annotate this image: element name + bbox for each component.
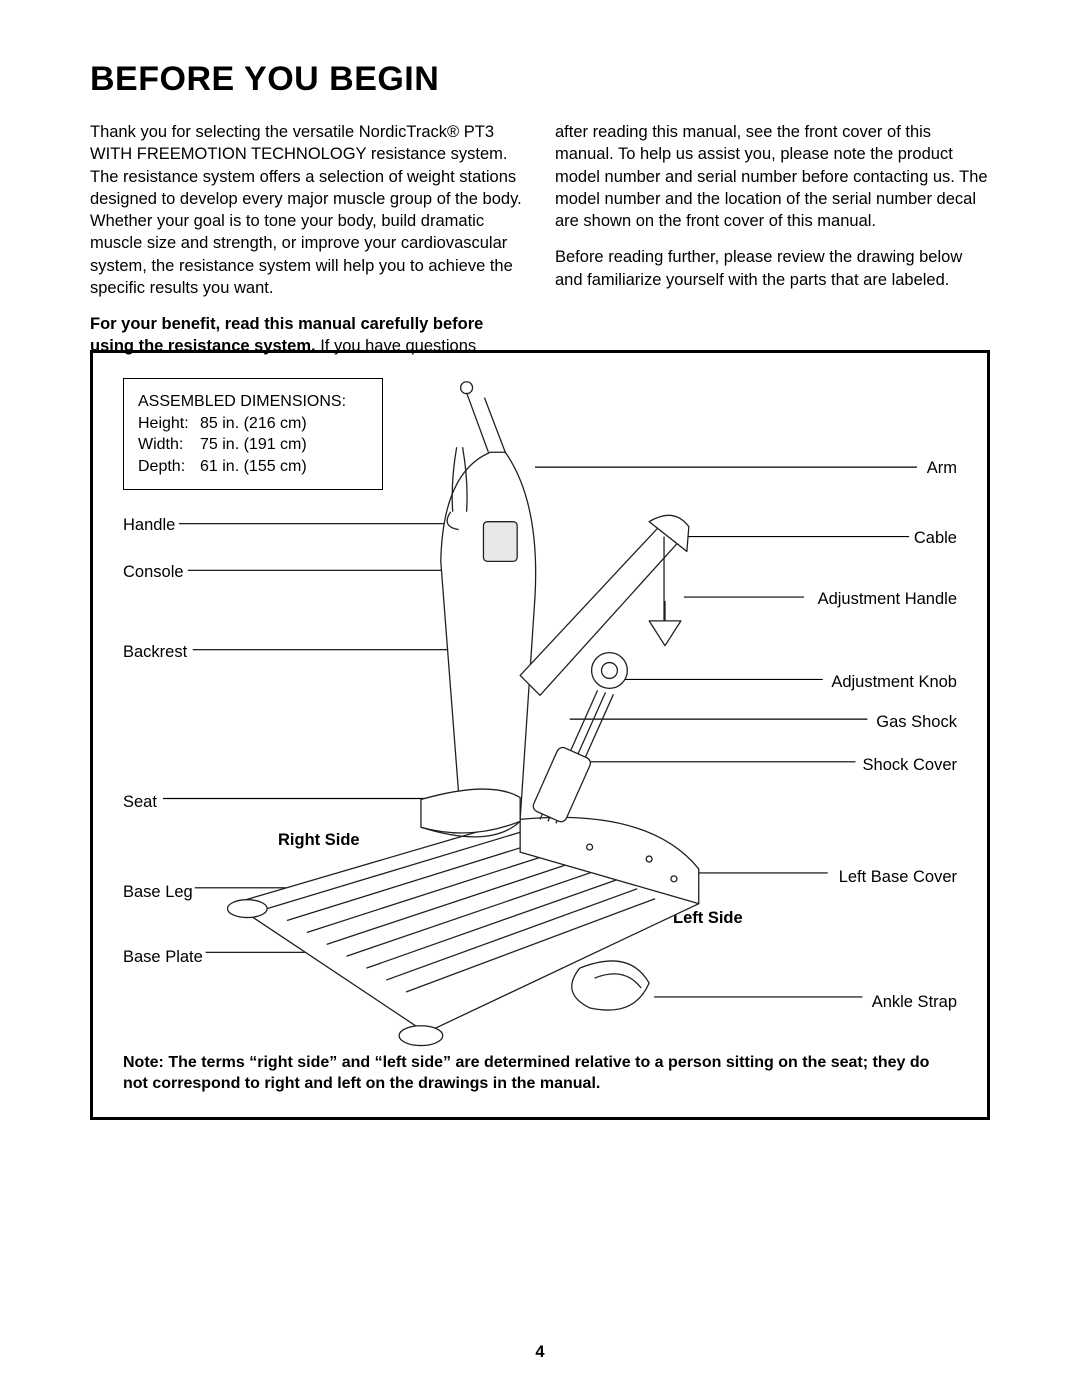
label-console: Console xyxy=(123,563,184,582)
label-adjustment-knob: Adjustment Knob xyxy=(831,673,957,692)
intro-columns: Thank you for selecting the versatile No… xyxy=(90,121,990,372)
dim-value: 75 in. (191 cm) xyxy=(200,434,307,456)
label-base-plate: Base Plate xyxy=(123,948,203,967)
label-handle: Handle xyxy=(123,516,175,535)
label-base-leg: Base Leg xyxy=(123,883,193,902)
dimensions-heading: ASSEMBLED DIMENSIONS: xyxy=(138,391,368,413)
intro-p1: Thank you for selecting the versatile No… xyxy=(90,121,525,299)
label-gas-shock: Gas Shock xyxy=(876,713,957,732)
intro-col-right: after reading this manual, see the front… xyxy=(555,121,990,372)
dimensions-box: ASSEMBLED DIMENSIONS: Height: 85 in. (21… xyxy=(123,378,383,490)
label-seat: Seat xyxy=(123,793,157,812)
dim-row-height: Height: 85 in. (216 cm) xyxy=(138,413,368,435)
dim-row-width: Width: 75 in. (191 cm) xyxy=(138,434,368,456)
dim-value: 61 in. (155 cm) xyxy=(200,456,307,478)
label-adjustment-handle: Adjustment Handle xyxy=(818,590,957,609)
label-left-side: Left Side xyxy=(673,909,743,928)
manual-page: BEFORE YOU BEGIN Thank you for selecting… xyxy=(0,0,1080,1397)
page-number: 4 xyxy=(0,1343,1080,1362)
intro-col-left: Thank you for selecting the versatile No… xyxy=(90,121,525,372)
dim-label: Width: xyxy=(138,434,200,456)
dim-row-depth: Depth: 61 in. (155 cm) xyxy=(138,456,368,478)
label-cable: Cable xyxy=(914,529,957,548)
diagram-note: Note: The terms “right side” and “left s… xyxy=(123,1052,957,1095)
diagram-frame: ASSEMBLED DIMENSIONS: Height: 85 in. (21… xyxy=(90,350,990,1120)
label-ankle-strap: Ankle Strap xyxy=(872,993,957,1012)
label-arm: Arm xyxy=(927,459,957,478)
label-left-base-cover: Left Base Cover xyxy=(839,868,957,887)
label-backrest: Backrest xyxy=(123,643,187,662)
page-title: BEFORE YOU BEGIN xyxy=(90,60,990,99)
label-shock-cover: Shock Cover xyxy=(863,756,957,775)
intro-p3: after reading this manual, see the front… xyxy=(555,121,990,232)
dim-label: Depth: xyxy=(138,456,200,478)
dim-label: Height: xyxy=(138,413,200,435)
dim-value: 85 in. (216 cm) xyxy=(200,413,307,435)
intro-p4: Before reading further, please review th… xyxy=(555,246,990,291)
label-right-side: Right Side xyxy=(278,831,360,850)
